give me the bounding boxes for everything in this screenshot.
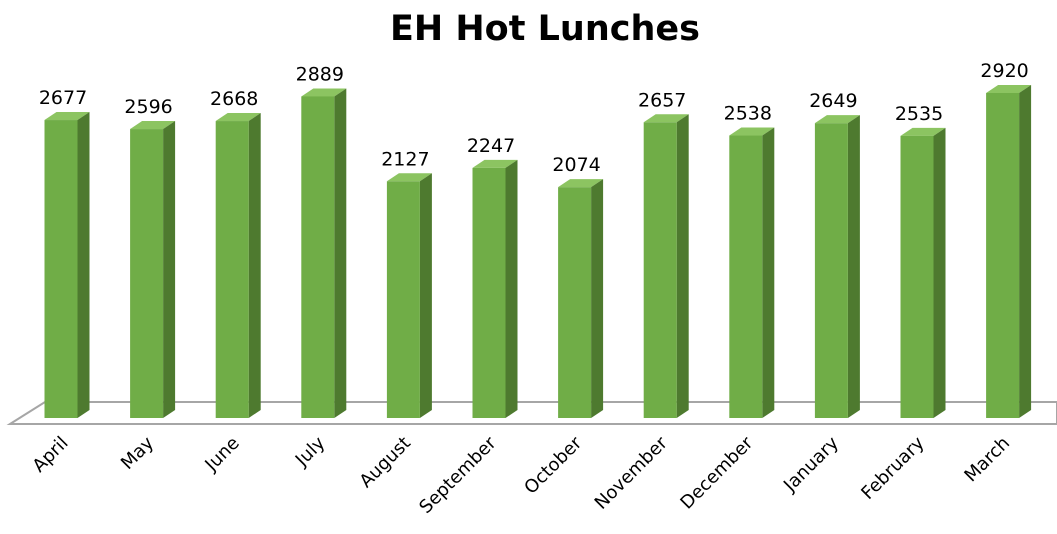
x-tick-label: June — [200, 433, 243, 476]
bar-top — [986, 85, 1032, 93]
x-tick-label: January — [779, 432, 843, 496]
bar-side — [591, 179, 604, 418]
data-label: 2538 — [724, 103, 772, 125]
data-label: 2677 — [39, 87, 87, 109]
x-tick-label: December — [676, 432, 757, 513]
x-tick-label: March — [960, 433, 1014, 487]
bar-side — [847, 115, 860, 419]
bar — [900, 135, 934, 419]
x-tick-label: February — [857, 432, 928, 503]
bar — [814, 123, 848, 419]
bar-side — [419, 173, 432, 418]
data-label: 2649 — [809, 90, 857, 112]
floor — [6, 401, 1057, 425]
bar — [472, 167, 506, 418]
x-tick-label: November — [591, 432, 672, 513]
bar — [386, 181, 420, 418]
data-label: 2535 — [895, 103, 943, 125]
bar-top — [472, 159, 518, 168]
bar-top — [900, 127, 946, 136]
data-label: 2074 — [552, 154, 600, 176]
x-tick-label: May — [117, 432, 158, 473]
bar — [44, 120, 78, 418]
bar — [729, 135, 763, 418]
bar — [986, 93, 1020, 418]
bar-side — [163, 121, 176, 418]
data-label: 2596 — [124, 96, 172, 118]
bar-side — [505, 159, 518, 418]
bar-top — [558, 179, 604, 188]
bar-top — [729, 127, 775, 136]
bar-top — [643, 114, 689, 123]
bar-side — [77, 112, 90, 418]
data-label: 2657 — [638, 89, 686, 111]
bar — [215, 121, 249, 418]
bar-top — [130, 121, 176, 130]
bar-top — [215, 113, 261, 122]
chart-title: EH Hot Lunches — [390, 9, 700, 49]
data-label: 2668 — [210, 88, 258, 110]
bar-side — [334, 88, 347, 418]
data-label: 2889 — [296, 63, 344, 85]
bar-top — [44, 112, 90, 121]
bar-side — [1019, 85, 1032, 418]
data-label: 2920 — [980, 60, 1028, 82]
bar-side — [248, 113, 261, 418]
bar — [130, 129, 164, 418]
x-tick-label: September — [415, 432, 501, 518]
x-tick-label: August — [356, 433, 415, 492]
bar — [643, 122, 677, 418]
bar-top — [386, 173, 432, 182]
x-tick-label: April — [29, 433, 73, 477]
bar-top — [814, 115, 860, 124]
bar — [301, 96, 335, 418]
x-tick-label: July — [291, 432, 330, 471]
x-tick-label: October — [520, 432, 586, 498]
data-label: 2127 — [381, 148, 429, 170]
bar-side — [676, 114, 689, 418]
bar-side — [933, 127, 946, 419]
data-label: 2247 — [467, 135, 515, 157]
bar-top — [301, 88, 347, 97]
bar-side — [762, 127, 775, 418]
bar — [558, 187, 592, 418]
